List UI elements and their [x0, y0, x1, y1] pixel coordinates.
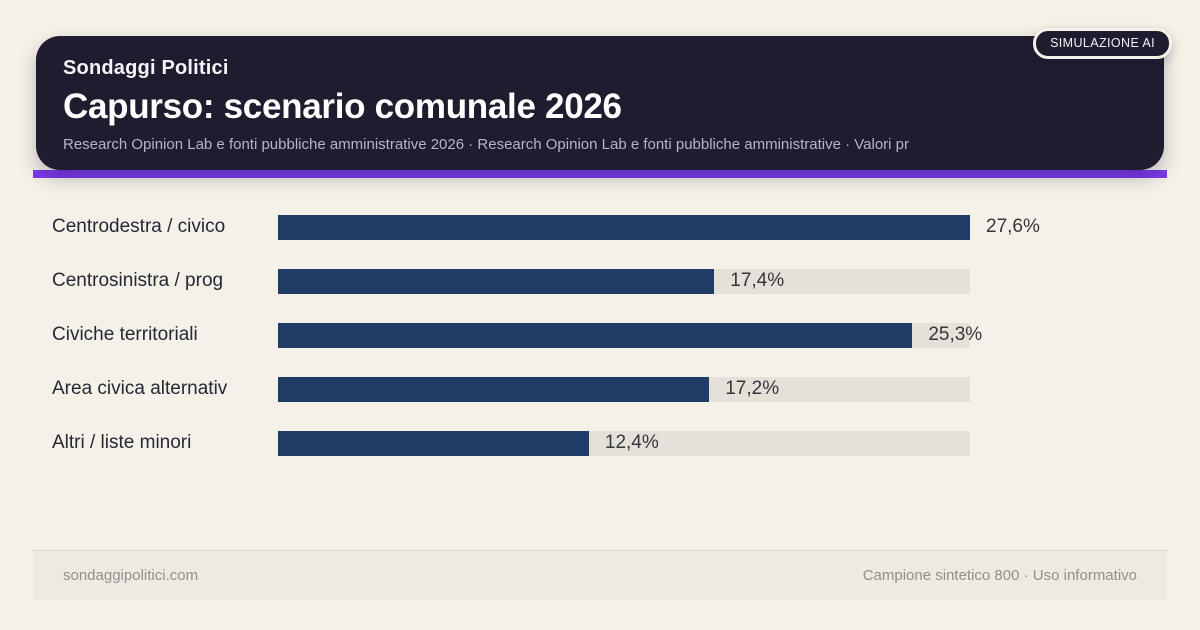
bar: [278, 268, 715, 294]
accent-divider: [33, 170, 1167, 178]
footer-site-url: sondaggipolitici.com: [63, 567, 199, 584]
category-label: Centrosinistra / prog: [52, 270, 224, 291]
header-card: Sondaggi Politici Capurso: scenario comu…: [36, 36, 1164, 170]
site-name: Sondaggi Politici: [63, 57, 229, 79]
chart-row: Altri / liste minori 12,4%: [52, 416, 972, 470]
bar-track: 25,3%: [278, 322, 982, 348]
bar-track: 27,6%: [278, 214, 1040, 240]
value-label: 12,4%: [604, 432, 659, 453]
bar: [278, 376, 710, 402]
category-label: Area civica alternativ: [52, 378, 228, 399]
bar: [278, 214, 970, 240]
bar: [278, 430, 589, 456]
bar-track: 17,4%: [278, 268, 970, 294]
bar-track: 12,4%: [278, 430, 970, 456]
simulation-badge: SIMULAZIONE AI: [1033, 28, 1172, 59]
chart-row: Civiche territoriali 25,3%: [52, 308, 982, 362]
category-label: Civiche territoriali: [52, 324, 198, 345]
page-title: Capurso: scenario comunale 2026: [63, 87, 622, 126]
footer-sample-note: Campione sintetico 800 · Uso informativo: [862, 567, 1137, 584]
category-label: Centrodestra / civico: [52, 216, 226, 237]
chart-row: Centrosinistra / prog 17,4%: [52, 254, 972, 308]
bar: [278, 322, 913, 348]
chart-row: Area civica alternativ 17,2%: [52, 362, 972, 416]
value-label: 17,2%: [725, 378, 780, 399]
bar-track: 17,2%: [278, 376, 970, 402]
chart-row: Centrodestra / civico 27,6%: [52, 200, 1040, 254]
footer-bar: sondaggipolitici.com Campione sintetico …: [33, 550, 1167, 600]
value-label: 27,6%: [986, 216, 1040, 237]
category-label: Altri / liste minori: [52, 432, 192, 453]
value-label: 25,3%: [928, 324, 983, 345]
bar-chart: Centrodestra / civico 27,6% Centrosinistra…: [52, 200, 1040, 470]
value-label: 17,4%: [730, 270, 785, 291]
page-subtitle: Research Opinion Lab e fonti pubbliche a…: [63, 136, 909, 153]
